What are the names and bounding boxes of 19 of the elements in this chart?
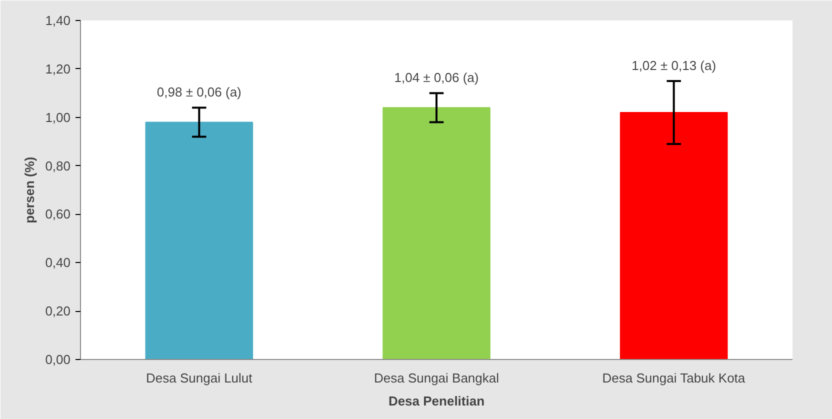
y-tick-label: 0,00: [45, 352, 71, 367]
data-label: 1,04 ± 0,06 (a): [394, 70, 479, 86]
bar: [145, 122, 254, 360]
x-tick-label: Desa Sungai Tabuk Kota: [602, 370, 746, 386]
y-tick-label: 0,20: [45, 304, 71, 319]
x-tick-label: Desa Sungai Lulut: [146, 370, 253, 386]
bar: [382, 107, 490, 360]
data-label: 0,98 ± 0,06 (a): [156, 84, 242, 100]
y-tick-label: 0,60: [45, 206, 71, 222]
y-tick-label: 1,00: [45, 110, 71, 125]
y-tick-label: 0,40: [45, 255, 71, 270]
y-axis-title: persen (%): [22, 156, 38, 224]
data-label: 1,02 ± 0,13 (a): [632, 58, 716, 74]
y-tick-label: 1,20: [45, 61, 71, 76]
y-tick-label: 0,80: [45, 158, 71, 174]
x-axis-title: Desa Penelitian: [388, 394, 485, 408]
bar: [620, 112, 728, 360]
y-tick-label: 1,40: [45, 13, 71, 28]
x-tick-label: Desa Sungai Bangkal: [374, 370, 500, 386]
